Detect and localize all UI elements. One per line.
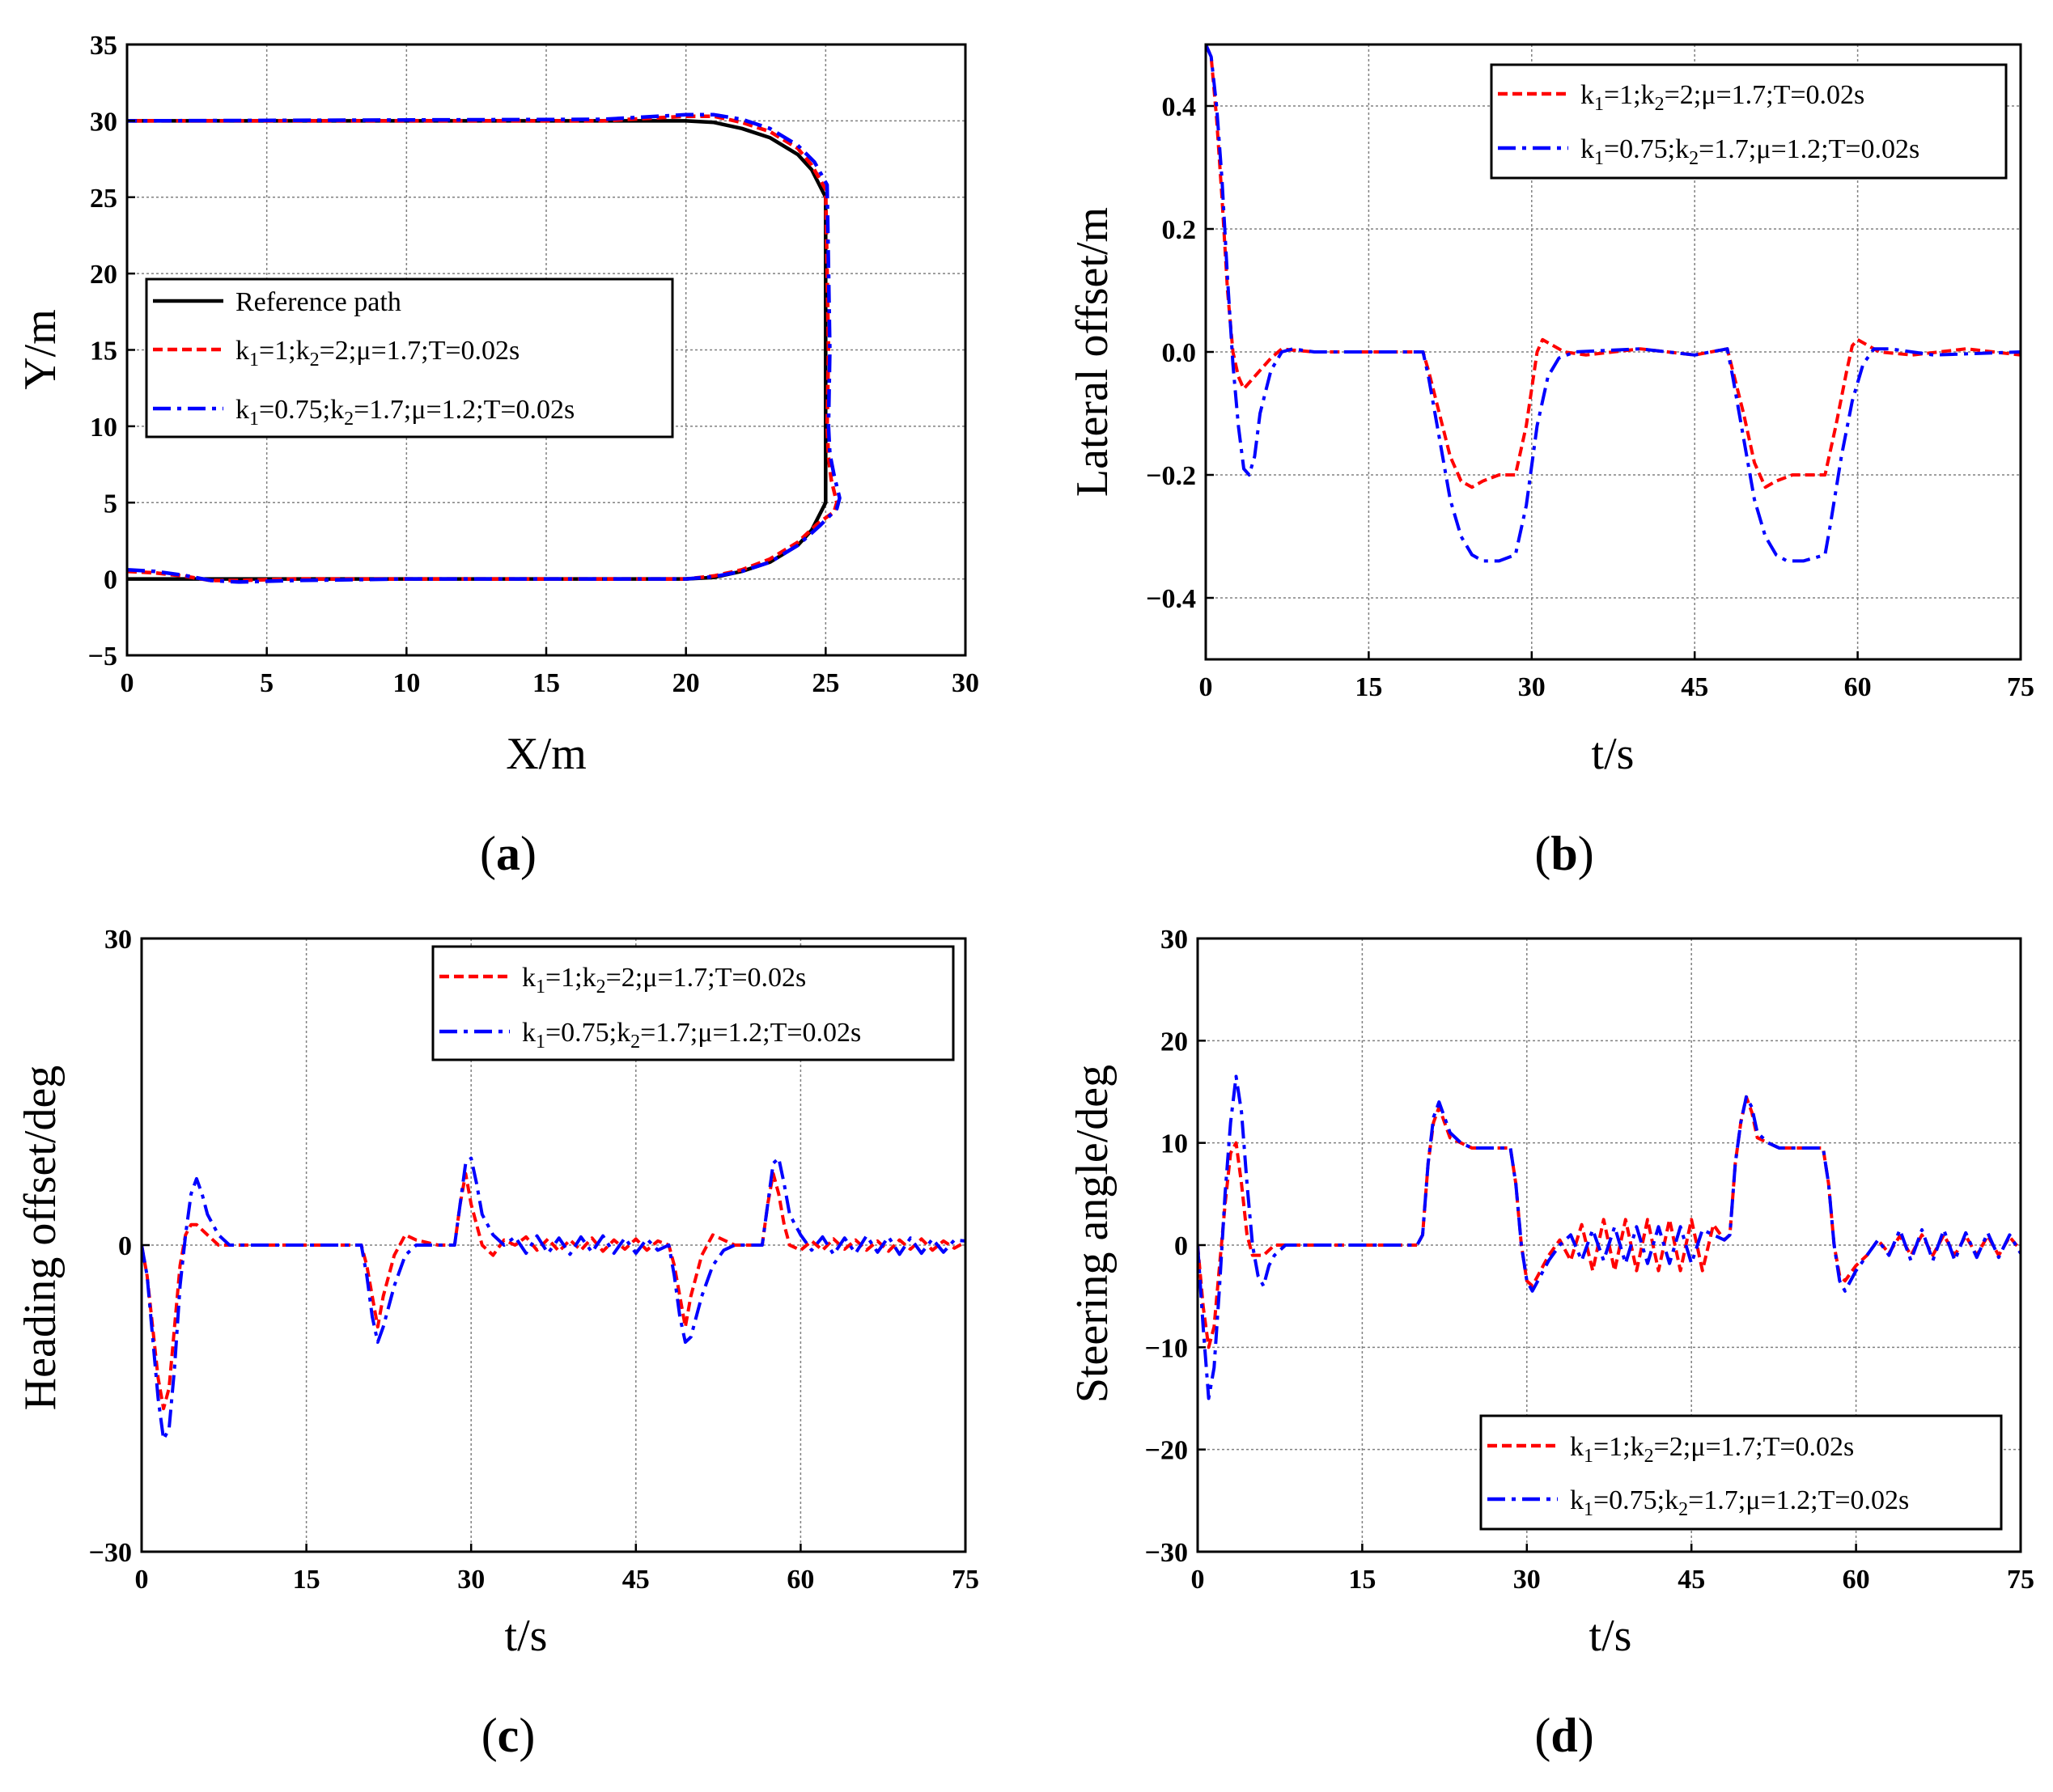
x-tick-label: 30 <box>1513 1565 1541 1595</box>
x-tick-label: 60 <box>787 1565 814 1595</box>
x-tick-label: 60 <box>1843 1565 1870 1595</box>
panel-label: (a) <box>480 827 537 880</box>
legend-label: k1=1;k2=2;μ=1.7;T=0.02s <box>1580 80 1864 115</box>
series-line-2 <box>1206 44 2021 563</box>
x-tick-label: 25 <box>812 668 839 698</box>
chart-a: 0 5 10 15 20 25 30−505101520253035X/mY/mRefere… <box>15 31 979 880</box>
y-tick-label: 0 <box>118 1231 132 1261</box>
y-tick-label: −30 <box>89 1538 132 1568</box>
x-tick-label: 15 <box>1348 1565 1376 1595</box>
x-tick-label: 75 <box>952 1565 979 1595</box>
legend-label: k1=0.75;k2=1.7;μ=1.2;T=0.02s <box>522 1018 861 1053</box>
x-tick-label: 45 <box>622 1565 650 1595</box>
legend-label: k1=1;k2=2;μ=1.7;T=0.02s <box>522 963 806 998</box>
y-tick-label: 10 <box>90 413 117 443</box>
x-tick-label: 15 <box>532 668 560 698</box>
x-tick-label: 45 <box>1678 1565 1705 1595</box>
y-tick-label: 20 <box>90 260 117 290</box>
legend-label: k1=0.75;k2=1.7;μ=1.2;T=0.02s <box>1580 134 1919 169</box>
legend-box <box>1479 1414 2003 1531</box>
x-axis-label: X/m <box>506 729 587 779</box>
y-tick-label: 0 <box>104 566 117 595</box>
y-tick-label: 0.4 <box>1162 92 1197 122</box>
y-tick-label: 0.0 <box>1162 338 1197 368</box>
x-tick-label: 60 <box>1844 672 1872 702</box>
y-tick-label: 30 <box>104 925 132 955</box>
legend-label: k1=0.75;k2=1.7;μ=1.2;T=0.02s <box>1570 1485 1909 1520</box>
y-tick-label: 30 <box>1160 925 1188 955</box>
series-line-1 <box>1198 1095 2021 1349</box>
y-tick-label: 25 <box>90 184 117 214</box>
x-tick-label: 0 <box>135 1565 149 1595</box>
x-tick-label: 10 <box>392 668 420 698</box>
y-tick-label: −5 <box>88 642 117 671</box>
x-tick-label: 15 <box>293 1565 320 1595</box>
x-tick-label: 0 <box>1191 1565 1205 1595</box>
y-tick-label: 0 <box>1174 1231 1188 1261</box>
legend: Reference path k1=1;k2=2;μ=1.7;T=0.02s k1=… <box>145 277 674 438</box>
x-tick-label: 0 <box>1199 672 1213 702</box>
y-tick-label: 35 <box>90 31 117 61</box>
y-tick-label: −30 <box>1145 1538 1188 1568</box>
legend: k1=1;k2=2;μ=1.7;T=0.02s k1=0.75;k2=1.7;μ=… <box>1479 1414 2003 1531</box>
y-tick-label: 15 <box>90 337 117 366</box>
x-tick-label: 45 <box>1681 672 1708 702</box>
y-tick-label: 20 <box>1160 1027 1188 1057</box>
legend-label: Reference path <box>235 287 401 317</box>
series-line-1 <box>142 1171 965 1411</box>
legend: k1=1;k2=2;μ=1.7;T=0.02s k1=0.75;k2=1.7;μ=… <box>1490 63 2008 180</box>
panel-label: (d) <box>1534 1709 1593 1762</box>
legend-label: k1=0.75;k2=1.7;μ=1.2;T=0.02s <box>235 395 575 430</box>
legend-box <box>145 277 674 438</box>
series-line-1 <box>1206 44 2021 489</box>
x-tick-label: 75 <box>2007 672 2034 702</box>
y-axis-label: Heading offset/deg <box>15 1065 66 1411</box>
x-tick-label: 5 <box>260 668 274 698</box>
y-axis-label: Lateral offset/m <box>1067 207 1118 497</box>
series-line-3 <box>127 112 842 584</box>
x-axis-label: t/s <box>1589 1611 1632 1661</box>
y-tick-label: 5 <box>104 489 117 519</box>
x-tick-label: 30 <box>1518 672 1546 702</box>
legend: k1=1;k2=2;μ=1.7;T=0.02s k1=0.75;k2=1.7;μ=… <box>431 945 955 1061</box>
series-line-2 <box>142 1156 965 1441</box>
chart-b: 0 15 30 45 60 75 −0.4 −0.2 0.0 0.2 0.4 t/s Lateral o… <box>1067 43 2034 880</box>
x-tick-label: 15 <box>1355 672 1382 702</box>
y-tick-label: −0.4 <box>1146 584 1196 614</box>
y-tick-label: 30 <box>90 107 117 137</box>
y-tick-label: −0.2 <box>1146 461 1196 491</box>
legend-label: k1=1;k2=2;μ=1.7;T=0.02s <box>235 336 520 371</box>
y-tick-label: 0.2 <box>1162 215 1197 245</box>
x-tick-label: 20 <box>672 668 700 698</box>
x-axis-label: t/s <box>1592 729 1635 779</box>
y-tick-label: −10 <box>1145 1333 1188 1363</box>
y-axis-label: Y/m <box>15 309 66 390</box>
x-tick-label: 30 <box>952 668 979 698</box>
panel-label: (c) <box>481 1709 536 1762</box>
y-tick-label: 10 <box>1160 1129 1188 1159</box>
panel-label: (b) <box>1534 827 1593 880</box>
y-tick-label: −20 <box>1145 1436 1188 1466</box>
x-axis-label: t/s <box>505 1611 548 1661</box>
y-axis-label: Steering angle/deg <box>1067 1065 1118 1403</box>
x-tick-label: 0 <box>121 668 134 698</box>
legend-label: k1=1;k2=2;μ=1.7;T=0.02s <box>1570 1432 1854 1467</box>
x-tick-label: 30 <box>457 1565 485 1595</box>
x-tick-label: 75 <box>2007 1565 2034 1595</box>
chart-d: 0 15 30 45 60 75 −30 −20 −10 0 10 20 30 t/s Steering a… <box>1067 925 2034 1762</box>
legend-box <box>431 945 955 1061</box>
legend-box <box>1490 63 2008 180</box>
series-line-2 <box>1198 1074 2021 1400</box>
